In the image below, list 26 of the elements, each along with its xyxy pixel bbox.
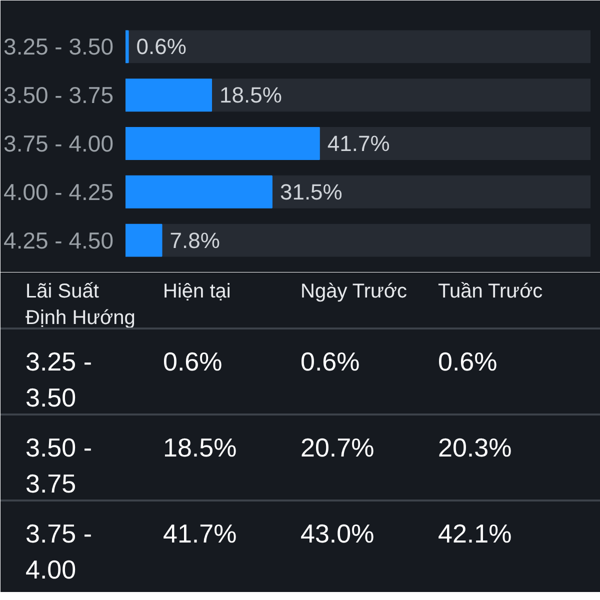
y-tick-label: 3.75 - 4.00	[4, 130, 114, 156]
data-label: 18.5%	[220, 82, 282, 108]
bar	[126, 30, 129, 64]
text: 42.1%	[438, 518, 512, 548]
text: 20.7%	[300, 432, 374, 462]
category-label: Tuần Trước	[438, 280, 543, 302]
data-label: 31.5%	[280, 179, 342, 204]
bar	[126, 78, 212, 112]
text: 41.7%	[163, 518, 237, 548]
y-tick-label: 3.50 - 3.75	[4, 82, 114, 108]
y-tick-label: 4.00 - 4.25	[4, 178, 114, 205]
category-label: Lãi Suất Định Hướng	[26, 280, 136, 329]
text: 18.5%	[163, 432, 237, 462]
text: 43.0%	[300, 518, 374, 548]
text: 0.6%	[163, 346, 222, 376]
data-label: 41.7%	[327, 131, 390, 156]
text: 0.6%	[438, 346, 498, 376]
bar	[126, 224, 162, 257]
category-label: Hiện tại	[163, 280, 231, 302]
y-tick-label: 3.25 - 3.50	[4, 34, 114, 60]
data-label: 0.6%	[136, 34, 186, 60]
text: 20.3%	[438, 432, 512, 462]
category-label: Ngày Trước	[300, 280, 408, 302]
y-tick-label: 4.25 - 4.50	[4, 227, 114, 254]
data-label: 7.8%	[170, 228, 220, 253]
text: 0.6%	[300, 346, 360, 376]
